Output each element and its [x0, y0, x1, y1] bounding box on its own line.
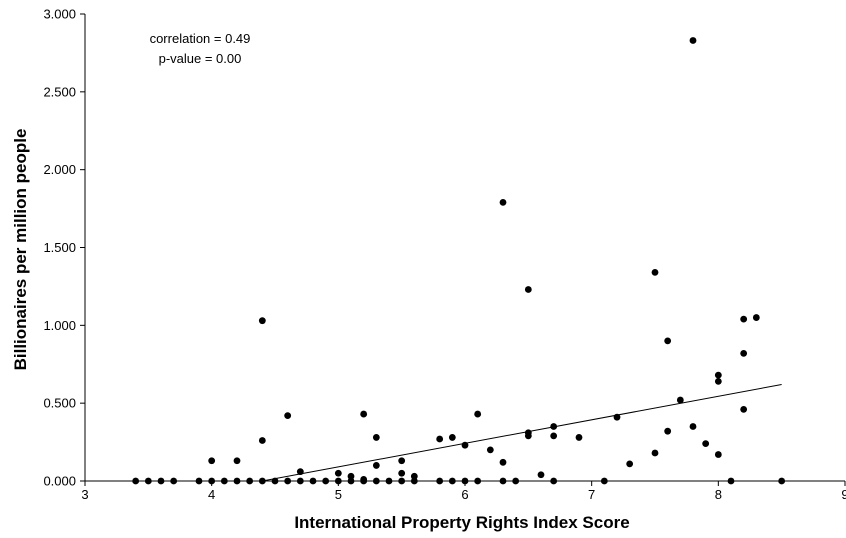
data-point [752, 314, 760, 321]
data-point [360, 476, 368, 483]
data-point [448, 434, 456, 441]
data-point [740, 315, 748, 323]
data-point [499, 458, 507, 466]
data-point [499, 477, 507, 485]
p-value-annotation: p-value = 0.00 [159, 51, 242, 66]
y-axis-ticks: 0.000 0.500 1.000 1.500 2.000 2.500 3.000 [43, 7, 85, 489]
correlation-annotation: correlation = 0.49 [150, 31, 251, 46]
data-point [689, 423, 697, 430]
data-point [258, 317, 266, 325]
data-point [727, 477, 735, 485]
data-point [714, 371, 722, 379]
data-point [740, 349, 748, 357]
y-tick-label: 2.000 [43, 162, 76, 177]
data-point [664, 427, 672, 435]
data-point [664, 337, 672, 345]
data-point [524, 432, 532, 440]
plot-area: 3 4 5 6 7 8 9 0.000 0.500 1.000 1.500 2.000 2.500 3.… [43, 7, 846, 503]
data-point [334, 477, 342, 485]
data-point [284, 477, 292, 485]
data-point [322, 477, 330, 485]
data-point [410, 472, 418, 480]
data-point [170, 477, 178, 485]
data-point [714, 451, 722, 458]
data-point [284, 412, 292, 420]
data-point [398, 477, 406, 485]
y-axis-title: Billionaires per million people [11, 129, 30, 371]
y-tick-label: 1.000 [43, 318, 76, 333]
data-point [651, 269, 659, 276]
x-tick-label: 5 [335, 487, 342, 502]
x-tick-label: 4 [208, 487, 215, 502]
data-point [714, 377, 722, 385]
data-point [220, 477, 228, 485]
data-point [233, 477, 241, 485]
x-tick-label: 7 [588, 487, 595, 502]
data-point [575, 434, 583, 441]
data-point [676, 396, 684, 404]
data-point [474, 477, 482, 485]
data-point [524, 286, 532, 293]
y-tick-label: 0.500 [43, 396, 76, 411]
data-point [372, 477, 380, 485]
x-axis-title: International Property Rights Index Scor… [294, 513, 629, 532]
data-point [372, 434, 380, 441]
data-point [550, 432, 558, 440]
data-point [385, 477, 393, 485]
data-point [398, 469, 406, 477]
data-points [132, 37, 786, 485]
x-tick-label: 3 [81, 487, 88, 502]
data-point [309, 477, 317, 485]
data-point [651, 449, 659, 457]
data-point [246, 477, 254, 485]
data-point [398, 457, 406, 465]
data-point [360, 410, 368, 418]
data-point [740, 405, 748, 413]
data-point [347, 472, 355, 480]
data-point [689, 37, 697, 44]
y-tick-label: 0.000 [43, 474, 76, 489]
data-point [486, 446, 494, 454]
data-point [144, 477, 152, 485]
x-tick-label: 6 [461, 487, 468, 502]
y-tick-label: 2.500 [43, 84, 76, 99]
y-tick-label: 1.500 [43, 240, 76, 255]
data-point [195, 477, 203, 485]
data-point [461, 477, 469, 485]
data-point [233, 457, 241, 465]
data-point [208, 457, 216, 465]
data-point [778, 477, 786, 485]
data-point [600, 477, 608, 485]
data-point [474, 410, 482, 418]
data-point [702, 440, 710, 448]
data-point [550, 477, 558, 485]
data-point [410, 477, 418, 485]
data-point [334, 469, 342, 477]
y-tick-label: 3.000 [43, 7, 76, 22]
data-point [132, 477, 140, 485]
data-point [436, 435, 444, 443]
trendline [262, 383, 782, 482]
data-point [537, 471, 545, 479]
x-tick-label: 8 [715, 487, 722, 502]
x-tick-label: 9 [841, 487, 846, 502]
data-point [499, 198, 507, 206]
data-point [512, 477, 520, 485]
data-point [208, 477, 216, 485]
data-point [436, 477, 444, 485]
data-point [372, 462, 380, 469]
data-point [296, 477, 304, 485]
data-point [347, 477, 355, 485]
data-point [258, 437, 266, 444]
data-point [626, 460, 634, 468]
data-point [448, 477, 456, 485]
data-point [157, 477, 165, 485]
